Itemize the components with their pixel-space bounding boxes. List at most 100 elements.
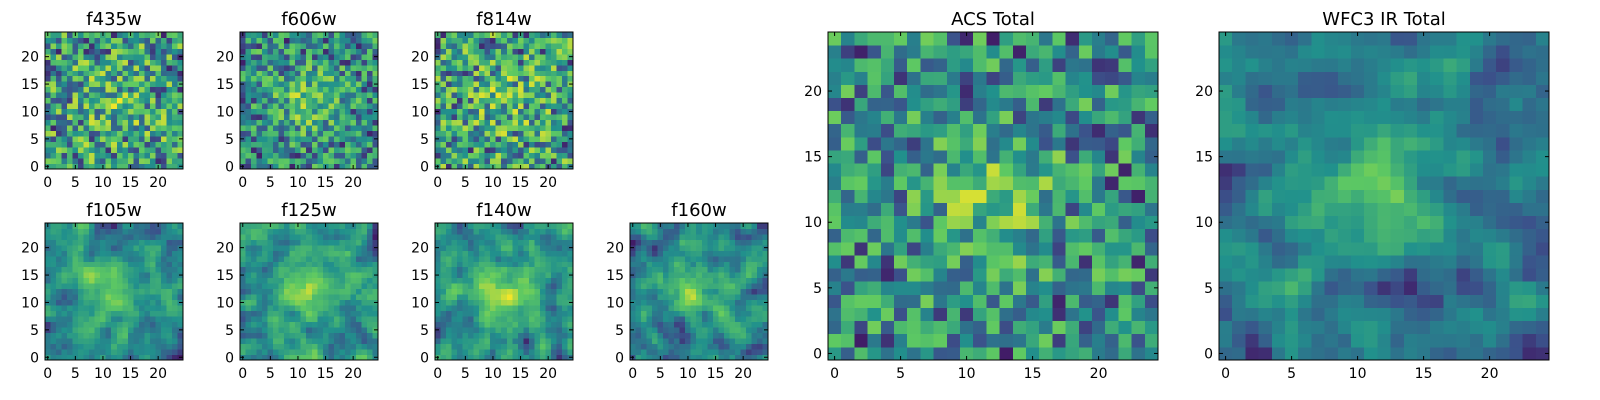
heatmap-cell	[177, 130, 184, 137]
heatmap-cell	[556, 244, 563, 251]
heatmap-cell	[284, 277, 291, 284]
heatmap-cell	[284, 147, 291, 153]
heatmap-cell	[635, 338, 642, 344]
heatmap-cell	[545, 255, 552, 262]
heatmap-cell	[273, 119, 280, 126]
heatmap-cell	[534, 321, 541, 328]
heatmap-cell	[361, 354, 368, 361]
heatmap-cell	[457, 103, 463, 110]
heatmap-cell	[933, 163, 948, 177]
heatmap-cell	[740, 288, 747, 295]
heatmap-cell	[350, 305, 357, 312]
heatmap-cell	[111, 163, 118, 170]
heatmap-cell	[284, 338, 291, 344]
heatmap-cell	[1026, 202, 1040, 217]
heatmap-cell	[144, 305, 151, 312]
heatmap-cell	[355, 343, 362, 350]
heatmap-cell	[317, 75, 324, 82]
heatmap-cell	[262, 92, 268, 99]
heatmap-cell	[240, 288, 246, 295]
heatmap-cell	[534, 277, 541, 284]
heatmap-cell	[646, 223, 653, 229]
heatmap-cell	[718, 294, 725, 301]
heatmap-cell	[701, 327, 708, 333]
heatmap-cell	[451, 321, 458, 328]
heatmap-cell	[72, 294, 79, 301]
heatmap-cell	[72, 141, 79, 148]
heatmap-cell	[295, 327, 302, 333]
heatmap-cell	[534, 125, 541, 132]
heatmap-cell	[690, 261, 697, 268]
heatmap-cell	[550, 59, 557, 66]
heatmap-cell	[300, 233, 307, 240]
heatmap-cell	[116, 228, 123, 235]
heatmap-cell	[479, 42, 486, 49]
heatmap-cell	[295, 233, 302, 240]
heatmap-cell	[311, 354, 318, 361]
heatmap-cell	[111, 310, 118, 317]
heatmap-cell	[567, 310, 574, 317]
y-tick-label: 5	[30, 132, 39, 148]
heatmap-cell	[339, 233, 346, 240]
heatmap-cell	[245, 48, 252, 55]
heatmap-cell	[111, 114, 118, 121]
heatmap-cell	[94, 163, 101, 170]
y-tick-label: 5	[225, 323, 234, 339]
heatmap-cell	[561, 147, 568, 153]
heatmap-cell	[920, 281, 934, 295]
heatmap-cell	[344, 103, 351, 110]
heatmap-cell	[273, 108, 280, 115]
heatmap-cell	[372, 70, 379, 77]
heatmap-cell	[986, 241, 1000, 256]
heatmap-cell	[685, 349, 692, 355]
heatmap-cell	[245, 321, 252, 328]
heatmap-cell	[756, 327, 763, 333]
heatmap-cell	[663, 239, 670, 246]
heatmap-cell	[473, 294, 480, 301]
heatmap-cell	[149, 70, 156, 77]
heatmap-cell	[539, 64, 546, 71]
heatmap-cell	[262, 141, 268, 148]
heatmap-cell	[144, 233, 151, 240]
heatmap-cell	[256, 163, 263, 170]
heatmap-cell	[105, 316, 112, 323]
y-tick-label: 15	[21, 268, 39, 284]
heatmap-cell	[355, 147, 362, 153]
heatmap-cell	[284, 125, 291, 132]
heatmap-cell	[867, 346, 882, 361]
heatmap-cell	[528, 332, 535, 339]
heatmap-cell	[171, 338, 178, 344]
heatmap-cell	[641, 288, 647, 295]
heatmap-cell	[78, 250, 85, 257]
heatmap-cell	[267, 299, 274, 306]
heatmap-cell	[506, 266, 513, 273]
heatmap-cell	[56, 86, 62, 93]
heatmap-cell	[295, 316, 302, 323]
heatmap-cell	[300, 321, 307, 328]
heatmap-cell	[344, 70, 351, 77]
heatmap-cell	[539, 332, 546, 339]
heatmap-cell	[679, 272, 686, 279]
heatmap-cell	[133, 147, 140, 153]
heatmap-cell	[1131, 320, 1146, 335]
heatmap-cell	[986, 215, 1000, 230]
heatmap-cell	[361, 316, 368, 323]
heatmap-cell	[262, 233, 268, 240]
heatmap-cell	[528, 223, 535, 229]
heatmap-cell	[122, 310, 129, 317]
heatmap-cell	[256, 42, 263, 49]
heatmap-cell	[751, 277, 758, 284]
heatmap-cell	[350, 228, 357, 235]
heatmap-cell	[457, 354, 463, 361]
heatmap-cell	[72, 338, 79, 344]
heatmap-cell	[556, 288, 563, 295]
heatmap-cell	[550, 239, 557, 246]
heatmap-cell	[278, 163, 285, 170]
heatmap-cell	[473, 244, 480, 251]
heatmap-cell	[355, 97, 362, 104]
heatmap-cell	[278, 97, 285, 104]
heatmap-cell	[1105, 241, 1119, 256]
heatmap-cell	[723, 272, 730, 279]
heatmap-cell	[1039, 228, 1053, 243]
